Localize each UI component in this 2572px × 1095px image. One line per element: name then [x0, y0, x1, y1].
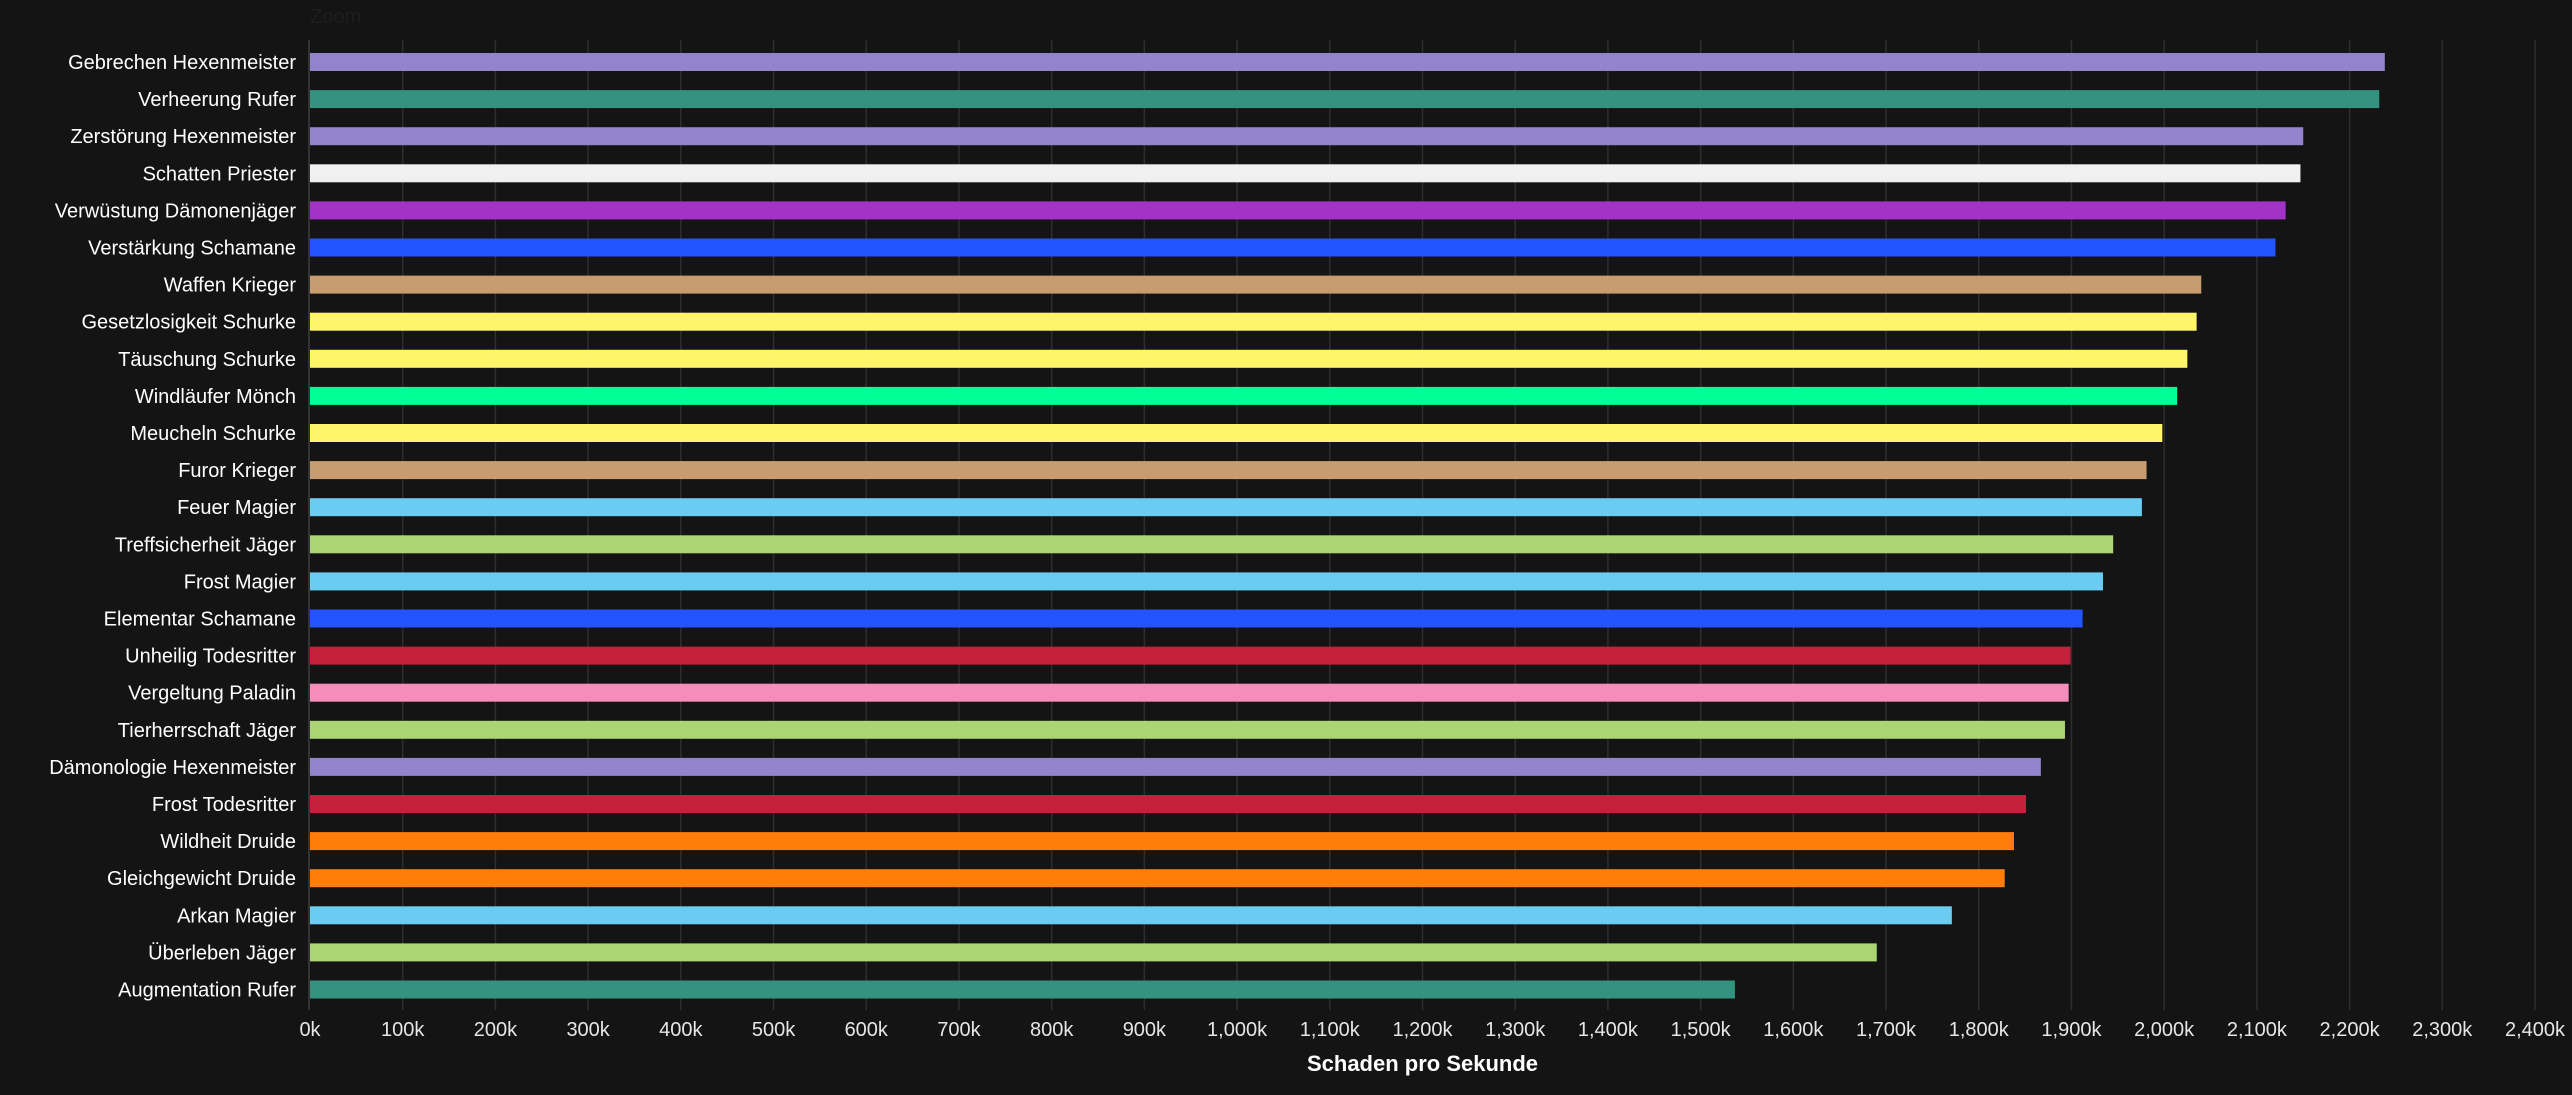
x-tick-label: 0k — [299, 1019, 321, 1041]
bar[interactable] — [310, 424, 2163, 442]
x-tick-label: 1,600k — [1763, 1019, 1824, 1041]
x-tick-label: 1,300k — [1485, 1019, 1546, 1041]
bar[interactable] — [310, 683, 2069, 702]
category-label: Unheilig Todesritter — [125, 646, 296, 668]
bar[interactable] — [310, 275, 2202, 294]
x-tick-label: 2,100k — [2227, 1019, 2288, 1041]
x-tick-label: 100k — [381, 1019, 425, 1041]
bar[interactable] — [310, 609, 2083, 628]
x-tick-label: 1,500k — [1671, 1019, 1732, 1041]
x-tick-label: 1,100k — [1300, 1019, 1361, 1041]
category-label: Arkan Magier — [177, 905, 296, 927]
category-label: Verwüstung Dämonenjäger — [55, 200, 297, 222]
category-label: Augmentation Rufer — [118, 980, 296, 1002]
category-label: Frost Todesritter — [152, 794, 296, 816]
x-tick-label: 200k — [474, 1019, 518, 1041]
category-label: Täuschung Schurke — [118, 349, 296, 371]
x-tick-label: 2,000k — [2134, 1019, 2195, 1041]
x-tick-label: 300k — [566, 1019, 610, 1041]
category-label: Zerstörung Hexenmeister — [70, 126, 296, 148]
category-label: Verstärkung Schamane — [88, 238, 296, 260]
bar[interactable] — [310, 386, 2178, 405]
bar[interactable] — [310, 572, 2103, 591]
category-label: Feuer Magier — [177, 497, 296, 519]
x-tick-label: 1,000k — [1207, 1019, 1268, 1041]
x-tick-label: 600k — [845, 1019, 889, 1041]
x-tick-label: 500k — [752, 1019, 796, 1041]
category-label: Treffsicherheit Jäger — [115, 534, 297, 556]
category-label: Gleichgewicht Druide — [107, 868, 296, 890]
category-label: Verheerung Rufer — [138, 89, 296, 111]
category-label: Überleben Jäger — [148, 942, 296, 964]
x-tick-label: 1,800k — [1949, 1019, 2010, 1041]
x-axis-title: Schaden pro Sekunde — [1307, 1051, 1538, 1076]
bar[interactable] — [310, 795, 2027, 813]
bar[interactable] — [310, 164, 2301, 183]
category-label: Windläufer Mönch — [135, 386, 296, 408]
x-tick-label: 700k — [937, 1019, 981, 1041]
bar[interactable] — [310, 535, 2114, 554]
bar[interactable] — [310, 646, 2071, 665]
x-tick-label: 800k — [1030, 1019, 1074, 1041]
bar[interactable] — [310, 869, 2005, 888]
category-label: Gesetzlosigkeit Schurke — [81, 312, 296, 334]
bar[interactable] — [310, 498, 2142, 517]
bar[interactable] — [310, 906, 1952, 925]
bar[interactable] — [310, 127, 2304, 146]
bar[interactable] — [310, 757, 2041, 776]
category-label: Tierherrschaft Jäger — [118, 720, 297, 742]
x-tick-label: 900k — [1123, 1019, 1167, 1041]
x-tick-label: 2,400k — [2505, 1019, 2566, 1041]
bar[interactable] — [310, 720, 2065, 739]
bar[interactable] — [310, 312, 2197, 331]
bars — [310, 53, 2385, 999]
x-tick-label: 400k — [659, 1019, 703, 1041]
category-label: Furor Krieger — [178, 460, 296, 482]
x-tick-label: 1,700k — [1856, 1019, 1917, 1041]
bar[interactable] — [310, 832, 2014, 851]
category-label: Meucheln Schurke — [130, 423, 296, 445]
zoom-label[interactable]: Zoom — [310, 6, 362, 28]
bar[interactable] — [310, 238, 2276, 257]
category-label: Frost Magier — [184, 571, 297, 593]
category-label: Dämonologie Hexenmeister — [49, 757, 296, 779]
bar[interactable] — [310, 90, 2380, 109]
category-label: Schatten Priester — [143, 163, 297, 185]
category-label: Waffen Krieger — [164, 275, 297, 297]
bar[interactable] — [310, 943, 1877, 962]
category-label: Elementar Schamane — [104, 609, 296, 631]
x-tick-label: 2,200k — [2320, 1019, 2381, 1041]
category-labels: Gebrechen Hexenmeister Verheerung Rufer Ze… — [49, 52, 296, 1002]
x-axis-tick-labels: 0k 100k 200k 300k 400k 500k 600k 700k 800k 900k 1,… — [299, 1019, 2566, 1041]
x-tick-label: 1,400k — [1578, 1019, 1639, 1041]
category-label: Vergeltung Paladin — [128, 683, 296, 705]
bar[interactable] — [310, 461, 2147, 480]
x-tick-label: 1,200k — [1392, 1019, 1453, 1041]
x-tick-label: 2,300k — [2412, 1019, 2473, 1041]
bar[interactable] — [310, 201, 2286, 220]
bar[interactable] — [310, 980, 1735, 999]
category-label: Wildheit Druide — [160, 831, 296, 853]
bar[interactable] — [310, 53, 2385, 71]
bar[interactable] — [310, 349, 2188, 368]
grid-lines — [401, 40, 2536, 1010]
category-label: Gebrechen Hexenmeister — [68, 52, 296, 74]
x-tick-label: 1,900k — [2041, 1019, 2102, 1041]
